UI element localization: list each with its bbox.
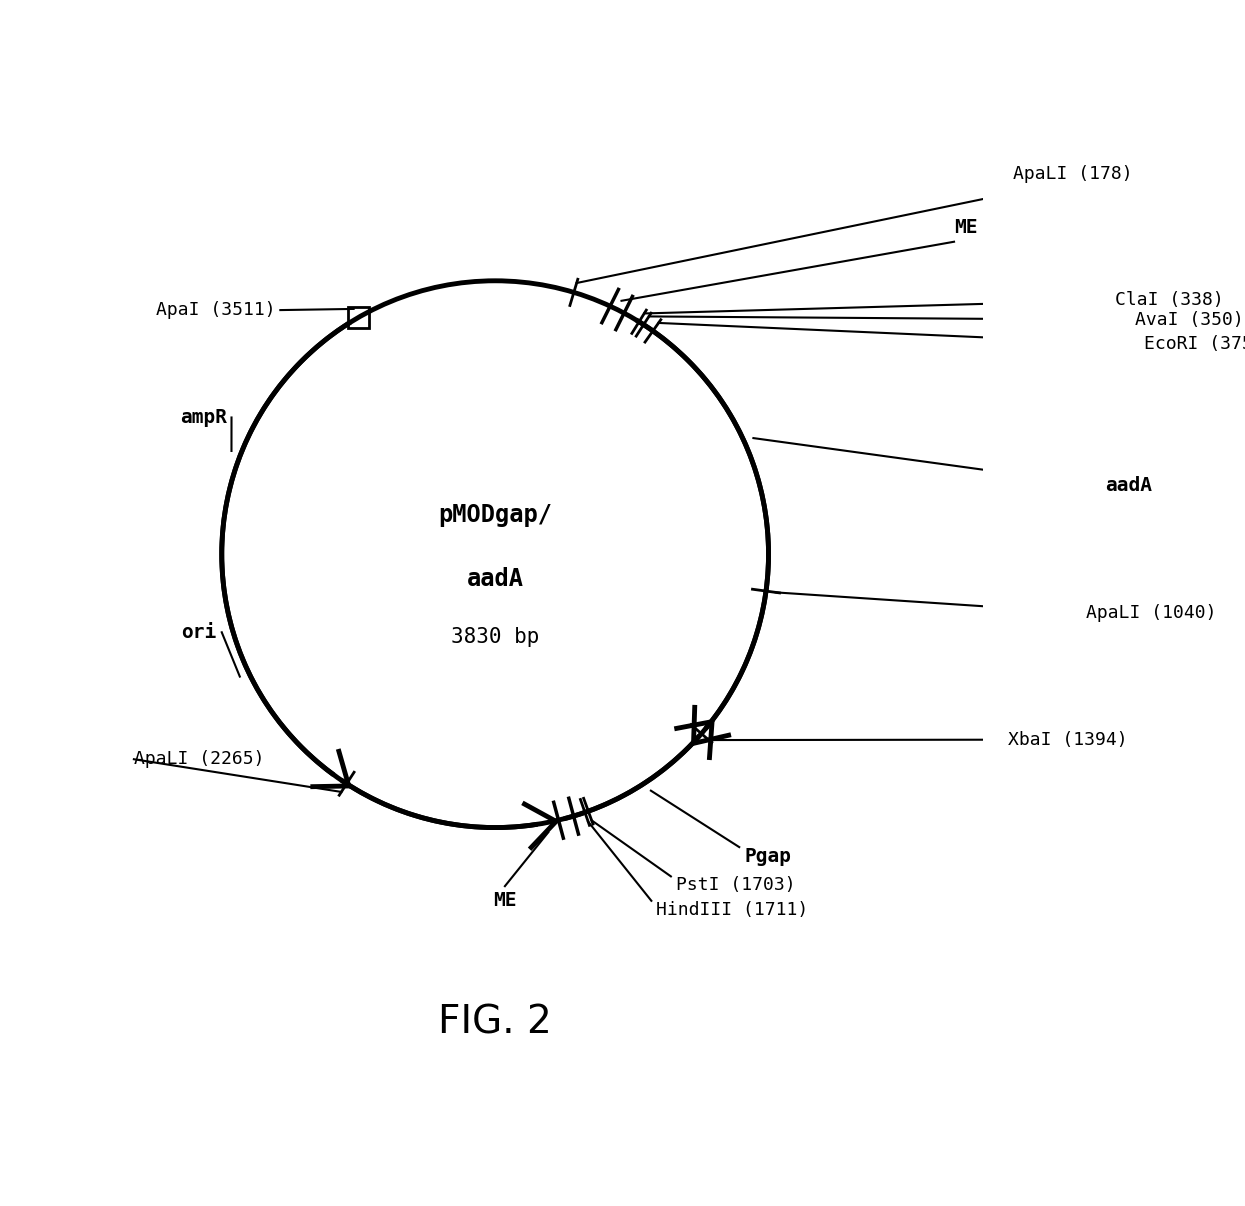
Text: ampR: ampR bbox=[179, 408, 227, 427]
Text: HindIII (1711): HindIII (1711) bbox=[656, 901, 808, 919]
Text: 3830 bp: 3830 bp bbox=[451, 627, 539, 648]
Text: FIG. 2: FIG. 2 bbox=[438, 1003, 552, 1042]
Text: ApaLI (1040): ApaLI (1040) bbox=[1086, 604, 1216, 622]
Text: ApaLI (2265): ApaLI (2265) bbox=[134, 750, 264, 768]
Text: AvaI (350): AvaI (350) bbox=[1134, 311, 1244, 329]
Text: ApaI (3511): ApaI (3511) bbox=[156, 302, 275, 320]
Text: EcoRI (375): EcoRI (375) bbox=[1144, 335, 1245, 353]
Text: ori: ori bbox=[182, 622, 217, 642]
Text: ME: ME bbox=[493, 891, 517, 911]
Text: Pgap: Pgap bbox=[745, 847, 791, 866]
Text: pMODgap/: pMODgap/ bbox=[438, 503, 552, 527]
Text: XbaI (1394): XbaI (1394) bbox=[1007, 731, 1128, 749]
Text: ClaI (338): ClaI (338) bbox=[1116, 292, 1224, 309]
Text: PstI (1703): PstI (1703) bbox=[676, 877, 796, 895]
Text: ME: ME bbox=[954, 218, 977, 236]
Text: aadA: aadA bbox=[1106, 476, 1153, 496]
Bar bbox=[347, 306, 370, 328]
Text: ApaLI (178): ApaLI (178) bbox=[1012, 165, 1132, 183]
Text: aadA: aadA bbox=[467, 567, 524, 591]
